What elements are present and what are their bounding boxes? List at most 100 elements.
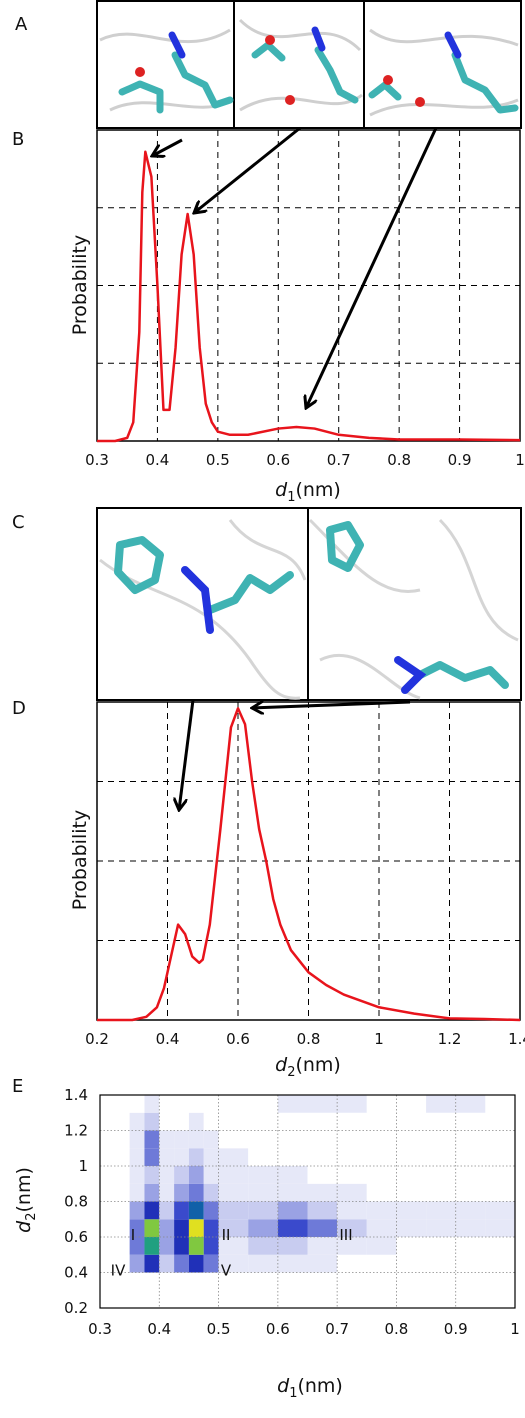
heat-cell [100,1254,130,1273]
heat-cell [366,1130,397,1149]
x-tick-label: 0.8 [297,1030,321,1048]
heat-cell [485,1130,515,1149]
plot-frame [99,1094,516,1309]
heat-cell [144,1183,160,1202]
heat-cell [144,1237,160,1255]
heat-cell [159,1166,175,1184]
heat-cell [174,1148,189,1166]
heat-cell [100,1201,130,1220]
heat-cell [396,1112,427,1131]
heat-cell [218,1166,249,1184]
axis-unit: (nm) [295,479,340,501]
heat-cell [129,1219,145,1237]
heat-cell [100,1237,130,1255]
heat-cell [307,1201,338,1220]
heat-cell [129,1183,145,1202]
axis-unit: (nm) [297,1375,342,1397]
y-axis-label: Probability [69,810,91,910]
axis-symbol: d [13,1220,35,1233]
heat-cell [277,1095,308,1113]
heat-cell [426,1148,456,1166]
heat-cell [307,1095,338,1113]
heat-cell [337,1112,367,1131]
heat-cell [129,1237,145,1255]
heat-cell [307,1130,338,1149]
heat-cell [218,1183,249,1202]
axis-unit: (nm) [13,1167,35,1212]
heat-cell [277,1219,308,1237]
x-tick-label: 0.2 [85,1030,109,1048]
x-tick-label: 0.4 [147,1320,171,1338]
x-tick-label: 0.6 [266,451,290,469]
heat-cell [455,1095,486,1113]
heat-cell [277,1183,308,1202]
heat-cell [203,1237,219,1255]
heat-cell [159,1183,175,1202]
heat-cell [277,1201,308,1220]
x-tick-label: 0.3 [85,451,109,469]
heat-cell [485,1183,515,1202]
heat-cell [100,1095,130,1113]
heat-cell [337,1166,367,1184]
axis-symbol: d [275,1054,288,1076]
x-tick-label: 1 [515,451,525,469]
heat-cell [218,1201,249,1220]
heat-cell [455,1148,486,1166]
heat-cell [159,1237,175,1255]
heat-cell [144,1130,160,1149]
heat-cell [174,1112,189,1131]
x-tick-label: 0.5 [206,451,230,469]
heat-cell [174,1201,189,1220]
heat-cell [366,1112,397,1131]
x-tick-label: 1.4 [508,1030,525,1048]
heat-cell [485,1201,515,1220]
heat-cell [218,1219,249,1237]
heat-cell [426,1112,456,1131]
heat-cell [129,1148,145,1166]
x-tick-label: 1.2 [438,1030,462,1048]
x-tick-label: 0.7 [325,1320,349,1338]
heat-cell [337,1095,367,1113]
x-tick-label: 0.8 [387,451,411,469]
panel-label: D [12,698,26,719]
heat-cell [188,1130,204,1149]
heat-cell [396,1237,427,1255]
x-tick-label: 0.8 [384,1320,408,1338]
heat-cell [174,1095,189,1113]
heat-cell [100,1148,130,1166]
heat-cell [426,1095,456,1113]
y-axis-label: d2(nm) [13,1167,39,1233]
axis-subscript: 2 [24,1213,39,1221]
heat-cell [396,1219,427,1237]
heat-cell [248,1201,278,1220]
heat-cell [426,1183,456,1202]
heat-cell [188,1237,204,1255]
heat-cell [129,1166,145,1184]
heat-cell [307,1166,338,1184]
heat-cell [366,1237,397,1255]
heat-cell [396,1148,427,1166]
y-tick-label: 0.4 [64,1264,88,1282]
heat-cell [174,1166,189,1184]
x-tick-label: 0.9 [444,1320,468,1338]
heat-cell [218,1112,249,1131]
heat-cell [366,1166,397,1184]
heat-cell [203,1148,219,1166]
heat-cell [129,1254,145,1273]
y-tick-label: 1 [78,1157,88,1175]
heat-cell [100,1130,130,1149]
heat-cell [188,1254,204,1273]
heat-cell [100,1112,130,1131]
x-tick-label: 0.7 [327,451,351,469]
region-label: III [339,1226,352,1244]
y-axis-label: Probability [69,235,91,335]
heat-cell [218,1095,249,1113]
heat-cell [337,1219,367,1237]
x-tick-label: 0.6 [266,1320,290,1338]
axis-unit: (nm) [295,1054,340,1076]
heat-cell [144,1219,160,1237]
heat-cell [159,1095,175,1113]
structure-images [96,0,522,129]
